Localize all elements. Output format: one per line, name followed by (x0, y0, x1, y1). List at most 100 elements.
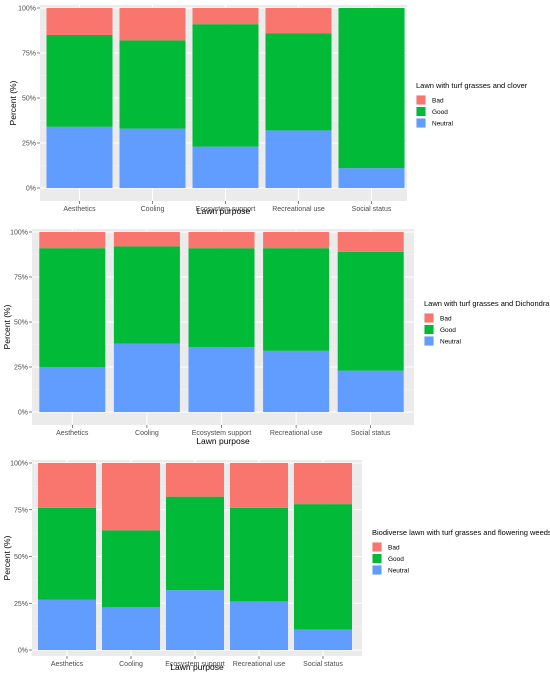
x-tick-label: Aesthetics (51, 661, 84, 668)
x-tick-label: Cooling (141, 206, 165, 213)
bar-bad-social-status (337, 232, 404, 252)
legend-label-good: Good (388, 556, 404, 563)
legend-label-bad: Bad (388, 545, 400, 552)
x-tick-label: Aesthetics (56, 430, 89, 437)
y-tick-label: 50% (22, 96, 36, 103)
legend-swatch-bad (416, 95, 426, 105)
bar-good-cooling (113, 246, 180, 344)
bar-good-ecosystem-support (166, 496, 224, 591)
bar-good-recreational-use (265, 33, 332, 131)
bar-good-recreational-use (263, 248, 330, 351)
y-tick-label: 100% (18, 6, 36, 13)
legend-swatch-good (372, 554, 382, 563)
y-tick-label: 0% (18, 648, 28, 655)
legend-title: Lawn with turf grasses and clover (416, 81, 528, 90)
legend-label-good: Good (440, 327, 456, 334)
legend-swatch-bad (372, 542, 382, 552)
chart-2: 0% 25% 50% 75% 100% Aesthetics Cooling Ecosyste… (2, 229, 550, 446)
legend: Lawn with turf grasses and clover Bad Good… (416, 81, 528, 128)
legend-swatch-good (416, 107, 426, 116)
bar-bad-aesthetics (39, 232, 106, 249)
legend-title: Lawn with turf grasses and Dichondra (424, 299, 550, 308)
x-tick-label: Ecosystem support (165, 661, 225, 668)
bar-good-aesthetics (46, 35, 113, 127)
y-tick-label: 50% (14, 554, 28, 561)
y-tick-label: 100% (10, 461, 28, 468)
legend-swatch-neutral (416, 118, 426, 128)
bar-neutral-social-status (294, 629, 352, 650)
bar-good-cooling (119, 40, 186, 129)
bar-bad-ecosystem-support (188, 232, 255, 249)
legend-swatch-neutral (424, 336, 434, 346)
y-tick-label: 75% (14, 507, 28, 514)
bar-neutral-recreational-use (263, 350, 330, 412)
bar-good-ecosystem-support (192, 24, 259, 147)
x-tick-label: Recreational use (270, 430, 323, 437)
x-axis-title: Lawn purpose (197, 206, 251, 216)
bar-neutral-aesthetics (39, 367, 106, 412)
x-axis-title: Lawn purpose (196, 436, 250, 446)
legend: Lawn with turf grasses and Dichondra Bad G… (424, 299, 550, 346)
legend: Biodiverse lawn with turf grasses and fl… (372, 528, 550, 575)
legend-label-neutral: Neutral (388, 568, 410, 575)
x-axis-title: Lawn purpose (170, 662, 224, 672)
bar-bad-ecosystem-support (192, 8, 259, 25)
legend-swatch-good (424, 325, 434, 334)
legend-label-bad: Bad (440, 316, 452, 323)
y-tick-label: 25% (14, 365, 28, 372)
y-tick-label: 75% (22, 51, 36, 58)
bar-bad-aesthetics (46, 8, 113, 35)
bar-neutral-cooling (119, 128, 186, 188)
bar-bad-cooling (102, 463, 160, 531)
bar-good-ecosystem-support (188, 248, 255, 348)
bar-bad-recreational-use (265, 8, 332, 34)
bar-bad-social-status (294, 463, 352, 505)
legend-label-good: Good (432, 109, 448, 116)
legend-label-bad: Bad (432, 98, 444, 105)
bar-good-social-status (338, 8, 405, 169)
bar-neutral-ecosystem-support (192, 146, 259, 188)
x-tick-label: Cooling (135, 430, 159, 437)
x-tick-label: Cooling (119, 661, 143, 668)
bar-neutral-aesthetics (46, 126, 113, 188)
bar-bad-recreational-use (230, 463, 288, 508)
bar-bad-ecosystem-support (166, 463, 224, 497)
bar-good-cooling (102, 530, 160, 607)
x-tick-label: Recreational use (233, 661, 286, 668)
x-tick-label: Social status (351, 430, 391, 437)
bar-neutral-social-status (338, 168, 405, 188)
bar-bad-aesthetics (38, 463, 96, 508)
x-tick-label: Recreational use (272, 206, 325, 213)
legend-swatch-bad (424, 313, 434, 323)
bar-neutral-aesthetics (38, 599, 96, 650)
bar-bad-recreational-use (263, 232, 330, 249)
bar-neutral-social-status (337, 370, 404, 412)
bar-bad-cooling (119, 8, 186, 41)
y-tick-label: 100% (10, 230, 28, 237)
bar-good-social-status (294, 504, 352, 630)
x-tick-label: Ecosystem support (192, 430, 252, 437)
y-tick-label: 0% (18, 410, 28, 417)
legend-label-neutral: Neutral (432, 121, 454, 128)
y-tick-label: 25% (14, 601, 28, 608)
x-tick-label: Ecosystem support (196, 206, 256, 213)
bar-good-aesthetics (38, 507, 96, 600)
y-tick-label: 75% (14, 275, 28, 282)
chart-1: 0% 25% 50% 75% 100% Aesthetics Cooling Ecosyste… (8, 5, 528, 216)
y-axis-title: Percent (%) (2, 304, 12, 349)
x-tick-label: Aesthetics (63, 206, 96, 213)
legend-swatch-neutral (372, 565, 382, 575)
bar-good-aesthetics (39, 248, 106, 367)
bar-neutral-recreational-use (265, 130, 332, 188)
y-tick-label: 0% (26, 186, 36, 193)
y-tick-label: 25% (22, 141, 36, 148)
legend-title: Biodiverse lawn with turf grasses and fl… (372, 528, 550, 537)
bar-neutral-cooling (113, 343, 180, 412)
y-tick-label: 50% (14, 320, 28, 327)
y-axis-title: Percent (%) (8, 80, 18, 125)
bar-neutral-ecosystem-support (166, 590, 224, 650)
bar-good-recreational-use (230, 507, 288, 602)
bar-neutral-ecosystem-support (188, 347, 255, 412)
bar-neutral-recreational-use (230, 601, 288, 650)
